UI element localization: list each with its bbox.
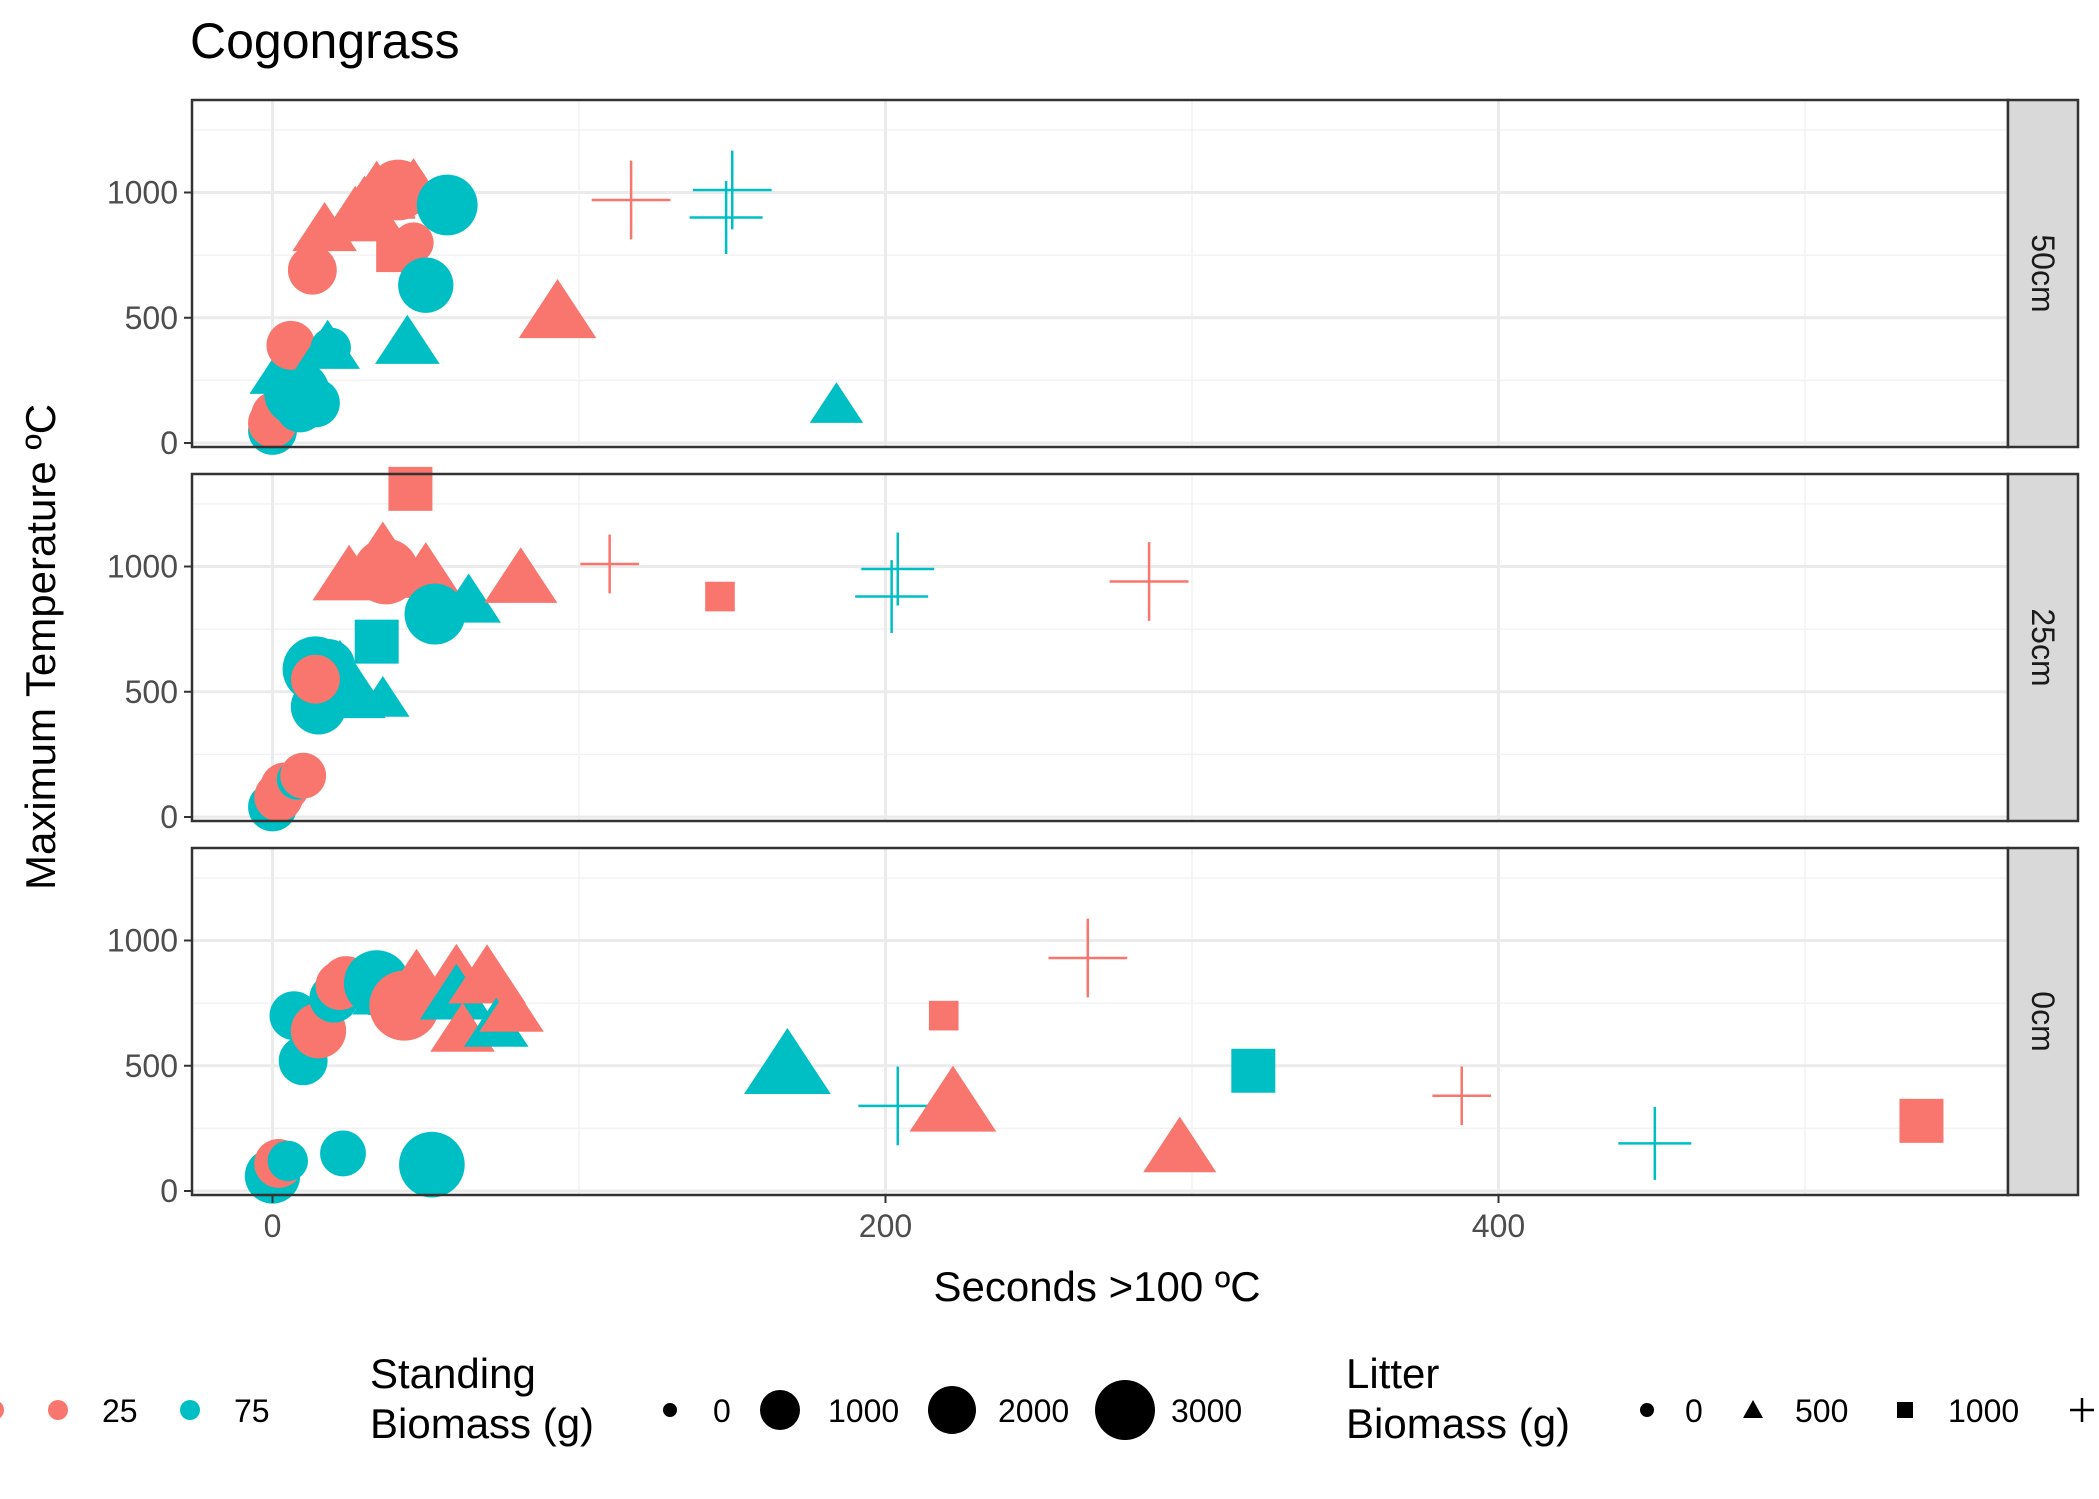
legend-label-size-0: 0	[713, 1393, 731, 1429]
legend-title-shape-line1: Litter	[1346, 1350, 1439, 1397]
data-point-circle	[267, 1140, 309, 1182]
facet-panel-25cm: 0 500 1000 25cm	[107, 466, 2080, 835]
x-axis: 0 200 400	[264, 1195, 1525, 1244]
y-tick-label: 0	[160, 425, 178, 461]
data-point-square	[1231, 1048, 1276, 1093]
data-point-plus	[861, 532, 935, 606]
facet-strip	[2006, 846, 2080, 1197]
data-point-triangle	[249, 344, 315, 394]
data-point-triangle	[448, 944, 526, 1004]
legend-label-shape-1000: 1000	[1948, 1393, 2019, 1429]
data-point-plus	[858, 1066, 938, 1146]
legend-title-size-line1: Standing	[370, 1350, 536, 1397]
legend-key-size-2000	[928, 1386, 976, 1434]
data-point-circle	[280, 752, 327, 799]
legend-key-shape-triangle	[1743, 1400, 1763, 1418]
data-point-circle	[399, 1131, 465, 1198]
facet-strip-label: 0cm	[2025, 991, 2061, 1051]
data-point-square	[1899, 1098, 1944, 1143]
data-point-circle	[416, 174, 478, 236]
legend-key-color-75	[180, 1400, 200, 1420]
legend-label-shape-500: 500	[1795, 1393, 1848, 1429]
chart-title: Cogongrass	[190, 13, 460, 69]
data-point-triangle	[356, 676, 410, 717]
data-point-square	[343, 207, 374, 238]
data-point-triangle	[809, 382, 864, 423]
legend-label-color-25: 25	[102, 1393, 138, 1429]
data-point-plus	[591, 160, 671, 240]
data-point-triangle	[518, 278, 597, 339]
legend-key-shape-circle	[1640, 1403, 1654, 1417]
points-50cm	[248, 150, 864, 455]
facet-strip	[2006, 472, 2080, 823]
facet-panel-0cm: 0 500 1000 0cm	[107, 846, 2080, 1209]
data-point-plus	[580, 534, 639, 594]
data-point-triangle	[479, 982, 544, 1032]
data-point-triangle	[375, 314, 440, 364]
data-point-triangle	[909, 1065, 997, 1132]
y-tick-label: 500	[125, 1048, 178, 1084]
x-tick-label: 200	[859, 1208, 912, 1244]
data-point-triangle	[744, 1028, 831, 1095]
legend-key-shape-plus	[2070, 1398, 2094, 1422]
x-tick-label: 400	[1472, 1208, 1525, 1244]
legend-key-size-0	[663, 1403, 677, 1417]
y-tick-label: 500	[125, 674, 178, 710]
legend-label-size-2000: 2000	[998, 1393, 1069, 1429]
data-point-square	[354, 619, 399, 664]
facet-strip	[2006, 98, 2080, 449]
data-point-circle	[398, 257, 454, 313]
legend-label-size-1000: 1000	[828, 1393, 899, 1429]
y-axis-title: Maximum Temperature ºC	[17, 404, 64, 890]
y-tick-label: 1000	[107, 923, 178, 959]
data-point-circle	[310, 327, 351, 369]
x-tick-label: 0	[264, 1208, 282, 1244]
data-point-plus	[1109, 542, 1189, 621]
y-tick-label: 500	[125, 300, 178, 336]
legend-title-shape-line2: Biomass (g)	[1346, 1400, 1570, 1447]
data-point-triangle	[436, 573, 501, 623]
points-0cm	[244, 918, 1944, 1204]
legend-key-size-3000	[1095, 1380, 1155, 1440]
data-point-plus	[855, 560, 929, 634]
legend-label-shape-0: 0	[1685, 1393, 1703, 1429]
y-tick-label: 1000	[107, 175, 178, 211]
facet-strip-label: 25cm	[2025, 608, 2061, 686]
y-tick-label: 0	[160, 799, 178, 835]
y-tick-label: 1000	[107, 549, 178, 585]
legend-label-size-3000: 3000	[1171, 1393, 1242, 1429]
facet-panel-50cm: 0 500 1000 50cm	[107, 98, 2080, 461]
data-point-square	[705, 581, 735, 612]
facet-strip-label: 50cm	[2025, 234, 2061, 312]
data-point-plus	[692, 150, 772, 230]
data-point-circle	[404, 583, 466, 645]
data-point-plus	[1048, 918, 1128, 998]
data-point-triangle	[484, 547, 558, 603]
legend-key-clipped	[0, 1402, 4, 1418]
legend-key-color-25	[48, 1400, 68, 1420]
legend-key-shape-square	[1897, 1402, 1913, 1418]
legend-label-color-75: 75	[234, 1393, 270, 1429]
panel-background	[192, 100, 2008, 447]
data-point-circle	[320, 1130, 366, 1177]
data-point-circle	[287, 245, 337, 295]
x-axis-title: Seconds >100 ºC	[933, 1263, 1260, 1310]
data-point-triangle	[1143, 1116, 1217, 1173]
y-tick-label: 0	[160, 1173, 178, 1209]
panel-background	[192, 474, 2008, 821]
data-point-plus	[689, 181, 763, 255]
legend-key-size-1000	[760, 1390, 800, 1430]
data-point-plus	[1432, 1066, 1492, 1126]
data-point-triangle	[389, 542, 463, 598]
data-point-square	[928, 1000, 959, 1031]
legend-title-size-line2: Biomass (g)	[370, 1400, 594, 1447]
points-25cm	[248, 466, 1189, 832]
data-point-circle	[290, 654, 340, 704]
data-point-plus	[1618, 1106, 1692, 1180]
facet-panels: 0 500 1000 50cm 0 500 1000 25cm 0 500 1000 0cm	[107, 98, 2080, 1209]
data-point-circle	[393, 222, 434, 263]
